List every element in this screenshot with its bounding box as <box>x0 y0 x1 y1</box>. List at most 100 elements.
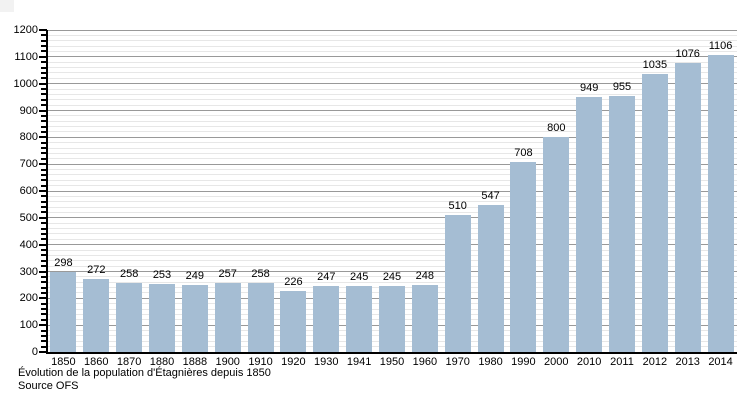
major-gridline <box>47 136 737 138</box>
bar-value-label: 800 <box>547 122 566 135</box>
y-major-tick <box>39 163 47 166</box>
major-gridline <box>47 29 737 31</box>
bar-1950 <box>379 286 405 352</box>
minor-gridline <box>47 174 737 176</box>
bar-1880 <box>149 284 175 352</box>
y-minor-tick <box>41 125 46 128</box>
minor-gridline <box>47 45 737 47</box>
bar-value-label: 298 <box>54 257 73 270</box>
bar-2012 <box>641 74 668 352</box>
y-major-tick <box>39 82 47 85</box>
x-tick-label: 2010 <box>576 356 602 368</box>
minor-gridline <box>47 88 737 90</box>
minor-gridline <box>47 260 737 262</box>
bar-value-label: 949 <box>579 82 599 95</box>
x-tick-label: 1980 <box>478 356 503 368</box>
y-minor-tick <box>41 340 46 343</box>
x-tick-label: 2013 <box>675 356 700 368</box>
minor-gridline <box>47 169 737 171</box>
y-major-tick <box>39 29 47 31</box>
y-minor-tick <box>41 227 46 230</box>
chart-source: Source OFS <box>18 380 79 392</box>
y-minor-tick <box>41 318 46 321</box>
minor-gridline <box>47 115 737 117</box>
y-minor-tick <box>41 34 46 37</box>
bar-2013 <box>674 63 701 352</box>
bar-value-label: 547 <box>481 190 500 203</box>
y-major-tick <box>39 243 47 246</box>
bar-value-label: 510 <box>448 200 467 213</box>
minor-gridline <box>47 147 737 149</box>
y-minor-tick <box>41 45 46 48</box>
minor-gridline <box>47 131 737 133</box>
y-minor-tick <box>41 265 46 268</box>
y-minor-tick <box>41 179 46 182</box>
bar-value-label: 258 <box>251 267 270 280</box>
minor-gridline <box>47 254 737 256</box>
y-tick-label: 500 <box>19 211 38 224</box>
y-minor-tick <box>41 329 46 332</box>
y-minor-tick <box>41 286 46 289</box>
minor-gridline <box>47 276 737 278</box>
y-minor-tick <box>41 238 46 241</box>
bar-value-label: 1076 <box>675 48 700 61</box>
y-minor-tick <box>41 173 46 176</box>
y-minor-tick <box>41 222 46 225</box>
bar-value-label: 257 <box>218 268 237 281</box>
minor-gridline <box>47 104 737 106</box>
y-minor-tick <box>41 211 46 214</box>
bar-value-label: 247 <box>317 270 336 283</box>
minor-gridline <box>47 152 737 154</box>
y-minor-tick <box>41 61 46 64</box>
y-minor-tick <box>41 308 46 311</box>
y-minor-tick <box>41 275 46 278</box>
major-gridline <box>47 271 737 272</box>
y-minor-tick <box>41 66 46 69</box>
y-axis-line <box>46 30 48 352</box>
major-gridline <box>47 244 737 246</box>
y-tick-label: 1000 <box>13 77 38 90</box>
y-tick-label: 300 <box>19 265 38 278</box>
x-tick-label: 1888 <box>182 356 208 368</box>
minor-gridline <box>47 40 737 42</box>
bar-value-label: 226 <box>284 276 303 289</box>
minor-gridline <box>47 158 737 160</box>
y-major-tick <box>39 297 47 300</box>
bars-layer <box>47 30 737 352</box>
major-gridline <box>47 190 737 192</box>
x-axis-line <box>46 352 737 354</box>
x-tick-label: 1970 <box>445 356 470 368</box>
bar-2014 <box>707 55 734 352</box>
major-gridline <box>47 110 737 111</box>
y-minor-tick <box>41 184 46 187</box>
y-major-tick <box>39 136 47 139</box>
y-minor-tick <box>41 200 46 203</box>
y-tick-label: 400 <box>19 238 38 251</box>
bar-1870 <box>116 282 143 352</box>
bar-value-label: 245 <box>349 271 369 284</box>
bar-value-label: 1106 <box>708 40 733 53</box>
minor-gridline <box>47 72 737 74</box>
y-minor-tick <box>41 147 46 150</box>
bar-2000 <box>543 137 570 352</box>
y-tick-label: 900 <box>19 104 38 117</box>
y-minor-tick <box>41 195 46 198</box>
corner-artifact <box>0 0 14 12</box>
y-major-tick <box>39 351 47 353</box>
y-minor-tick <box>41 259 46 262</box>
minor-gridline <box>47 265 737 267</box>
y-minor-tick <box>41 152 46 155</box>
y-major-tick <box>39 55 47 58</box>
minor-gridline <box>47 233 737 235</box>
y-major-tick <box>39 109 47 112</box>
y-minor-tick <box>41 334 46 337</box>
minor-gridline <box>47 211 737 213</box>
minor-gridline <box>47 206 737 208</box>
bar-2011 <box>609 95 635 352</box>
minor-gridline <box>47 126 737 128</box>
x-tick-label: 1910 <box>248 356 273 368</box>
y-tick-label: 1200 <box>13 24 38 36</box>
y-minor-tick <box>41 104 46 107</box>
bar-value-label: 258 <box>119 267 139 280</box>
bar-value-label: 272 <box>87 264 106 277</box>
